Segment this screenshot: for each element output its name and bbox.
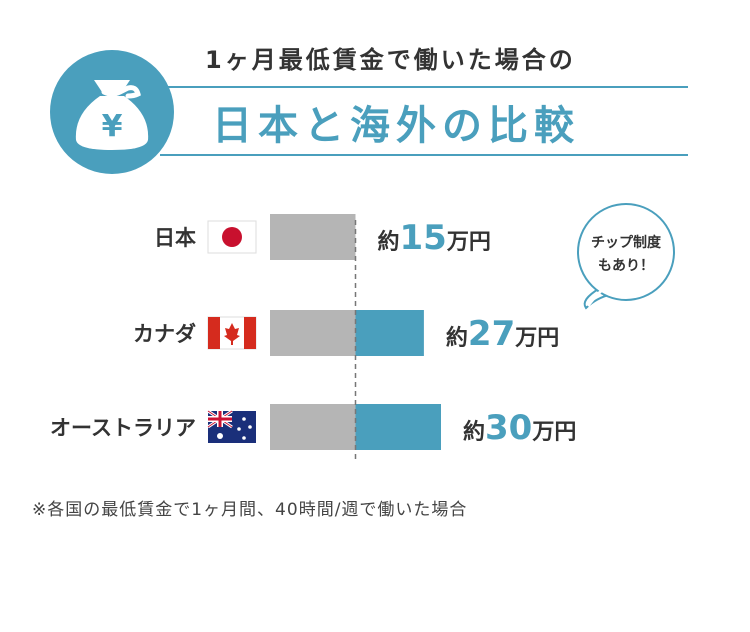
value-label: 約27万円	[446, 314, 559, 354]
title-band	[160, 86, 688, 156]
annotation-line-2: もあり！	[598, 258, 654, 274]
footnote: ※各国の最低賃金で1ヶ月間、40時間/週で働いた場合	[32, 500, 468, 520]
bar-base-segment	[270, 214, 356, 260]
money-bag-icon: ¥	[75, 80, 149, 150]
value-label: 約30万円	[463, 408, 576, 448]
value-label: 約15万円	[378, 218, 491, 258]
bar-base-segment	[270, 404, 356, 450]
category-label: オーストラリア	[50, 416, 196, 440]
chart-subtitle: 1ヶ月最低賃金で働いた場合の	[205, 46, 576, 74]
bar-base-segment	[270, 310, 356, 356]
yen-symbol: ¥	[102, 109, 123, 144]
bar-excess-segment	[355, 310, 424, 356]
category-label: 日本	[154, 226, 196, 250]
category-label: カナダ	[133, 322, 196, 346]
bar-excess-segment	[355, 404, 441, 450]
annotation-line-1: チップ制度	[591, 234, 662, 251]
japan-flag	[207, 220, 257, 254]
header: ¥ 1ヶ月最低賃金で働いた場合の 日本と海外の比較	[0, 0, 750, 175]
australia-flag	[207, 409, 256, 443]
money-bag-badge: ¥	[50, 50, 174, 174]
tip-annotation: チップ制度 もあり！	[577, 203, 675, 310]
chart-title: 日本と海外の比較	[212, 103, 580, 149]
canada-flag	[207, 316, 257, 350]
